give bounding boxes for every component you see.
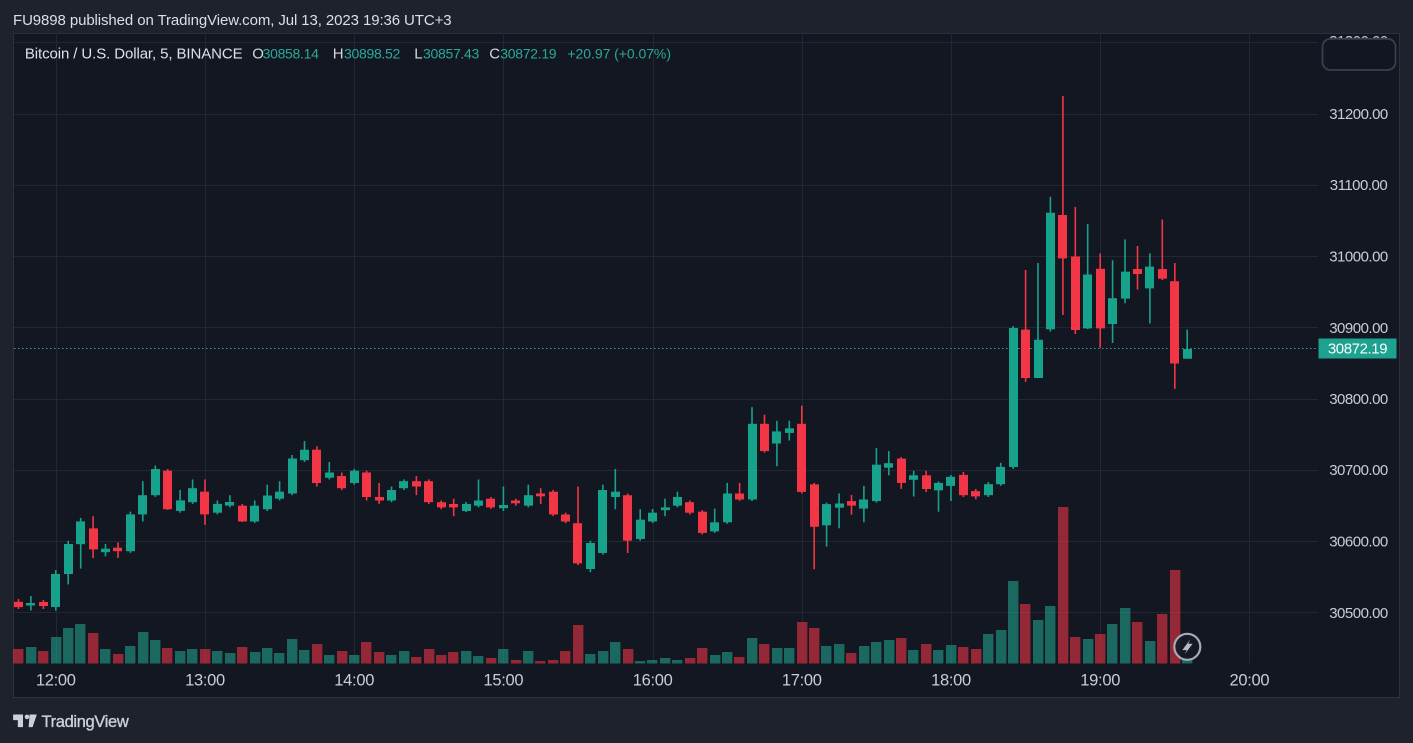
svg-text:30900.00: 30900.00 — [1329, 320, 1388, 337]
svg-text:31200.00: 31200.00 — [1329, 106, 1388, 123]
svg-text:L: L — [414, 46, 422, 63]
svg-text:15:00: 15:00 — [484, 672, 524, 690]
svg-text:14:00: 14:00 — [334, 672, 374, 690]
svg-text:12:00: 12:00 — [36, 672, 76, 690]
svg-text:30872.19: 30872.19 — [1328, 341, 1387, 358]
svg-text:31000.00: 31000.00 — [1329, 249, 1388, 266]
svg-text:20:00: 20:00 — [1230, 672, 1270, 690]
svg-text:30872.19: 30872.19 — [500, 46, 557, 62]
svg-text:30898.52: 30898.52 — [344, 46, 401, 62]
svg-text:30858.14: 30858.14 — [263, 46, 320, 62]
svg-text:16:00: 16:00 — [633, 672, 673, 690]
svg-text:30800.00: 30800.00 — [1329, 391, 1388, 408]
svg-text:13:00: 13:00 — [185, 672, 225, 690]
svg-text:TradingView: TradingView — [42, 713, 129, 731]
svg-text:31100.00: 31100.00 — [1330, 177, 1388, 194]
svg-text:17:00: 17:00 — [782, 672, 822, 690]
svg-text:C: C — [489, 46, 500, 63]
svg-text:30500.00: 30500.00 — [1329, 605, 1388, 622]
svg-text:30700.00: 30700.00 — [1329, 462, 1388, 479]
svg-text:30600.00: 30600.00 — [1329, 534, 1388, 551]
svg-text:Bitcoin / U.S. Dollar, 5, BINA: Bitcoin / U.S. Dollar, 5, BINANCE — [25, 46, 243, 63]
svg-text:FU9898 published on TradingVie: FU9898 published on TradingView.com, Jul… — [13, 12, 452, 29]
svg-text:19:00: 19:00 — [1080, 672, 1120, 690]
svg-text:H: H — [333, 46, 344, 63]
svg-text:30857.43: 30857.43 — [423, 46, 480, 62]
svg-text:O: O — [252, 46, 264, 63]
svg-text:18:00: 18:00 — [931, 672, 971, 690]
svg-text:+20.97 (+0.07%): +20.97 (+0.07%) — [567, 46, 671, 62]
